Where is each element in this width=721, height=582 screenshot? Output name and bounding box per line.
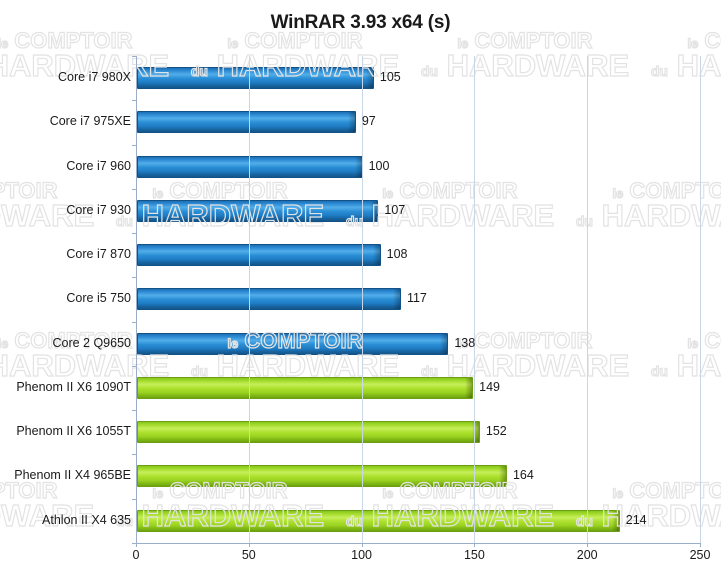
bar-end-shade — [465, 377, 473, 398]
x-axis-tick-label: 0 — [132, 548, 140, 562]
bar-green — [137, 509, 620, 532]
category-label: Phenom II X6 1055T — [16, 424, 131, 439]
x-axis-tick-label: 150 — [463, 548, 485, 562]
bar-value-label: 117 — [406, 291, 427, 306]
y-axis-tick — [132, 543, 136, 544]
bar-value-label: 97 — [361, 114, 376, 129]
bar-blue — [137, 155, 363, 178]
gridline-50 — [248, 56, 250, 543]
x-axis-tick — [587, 543, 589, 547]
category-label: Core i7 930 — [66, 202, 131, 217]
bar-blue — [137, 111, 356, 134]
y-axis-tick — [132, 277, 136, 278]
bar-end-shade — [471, 422, 479, 443]
bar-value-label: 152 — [485, 424, 507, 439]
y-axis-tick — [132, 366, 136, 367]
bar-blue — [137, 67, 374, 89]
category-label: Core i7 975XE — [49, 114, 131, 129]
bar-end-shade — [354, 156, 362, 177]
plot-area — [136, 56, 701, 543]
gridline-250 — [700, 56, 701, 543]
category-label: Phenom II X4 965BE — [14, 468, 131, 483]
category-label: Core i5 750 — [66, 291, 131, 306]
bar-end-shade — [440, 333, 448, 354]
bar-value-label: 100 — [368, 158, 390, 173]
bar-value-label: 108 — [386, 247, 408, 262]
category-label: Core i7 980X — [58, 70, 131, 84]
bar-blue — [137, 288, 401, 311]
gridline-200 — [587, 56, 589, 543]
y-axis-tick — [132, 322, 136, 323]
bar-green — [137, 465, 507, 488]
bar-end-shade — [611, 510, 619, 531]
y-axis-tick — [132, 56, 136, 57]
x-axis-tick — [474, 543, 476, 547]
bar-green — [137, 376, 474, 399]
bar-end-shade — [347, 112, 355, 133]
category-label: Core i7 870 — [66, 247, 131, 262]
bar-value-label: 149 — [479, 379, 500, 394]
category-label: Core 2 Q9650 — [52, 335, 131, 350]
gridline-150 — [474, 56, 476, 543]
y-axis-tick — [132, 145, 136, 146]
bar-end-shade — [365, 68, 373, 88]
bar-value-label: 105 — [379, 70, 401, 84]
x-axis-tick-label: 50 — [241, 548, 256, 562]
y-axis-tick — [132, 454, 136, 455]
bar-end-shade — [498, 466, 506, 487]
y-axis-line — [136, 56, 137, 544]
bar-end-shade — [392, 289, 400, 310]
x-axis-line — [136, 543, 701, 544]
category-label: Athlon II X4 635 — [42, 512, 131, 527]
bar-value-label: 164 — [512, 468, 534, 483]
bar-end-shade — [370, 200, 378, 221]
y-axis-tick — [132, 100, 136, 101]
gridline-100 — [361, 56, 363, 543]
bar-blue — [137, 199, 379, 222]
category-label: Core i7 960 — [66, 158, 131, 173]
bar-value-label: 138 — [454, 335, 476, 350]
bar-blue — [137, 244, 381, 267]
y-axis-tick — [132, 410, 136, 411]
y-axis-tick — [132, 499, 136, 500]
y-axis-tick — [132, 189, 136, 190]
x-axis-tick — [361, 543, 363, 547]
bar-green — [137, 421, 480, 444]
y-axis-tick — [132, 233, 136, 234]
x-axis-tick — [136, 543, 137, 547]
x-axis-tick-label: 100 — [351, 548, 373, 562]
bar-value-label: 214 — [625, 512, 647, 527]
x-axis-tick-label: 250 — [689, 548, 711, 562]
bar-value-label: 107 — [384, 202, 406, 217]
bar-blue — [137, 332, 449, 355]
x-axis-tick — [248, 543, 250, 547]
chart-title: WinRAR 3.93 x64 (s) — [270, 12, 451, 33]
category-label: Phenom II X6 1090T — [16, 379, 131, 394]
bar-end-shade — [372, 245, 380, 266]
x-axis-tick — [700, 543, 701, 547]
x-axis-tick-label: 200 — [576, 548, 598, 562]
